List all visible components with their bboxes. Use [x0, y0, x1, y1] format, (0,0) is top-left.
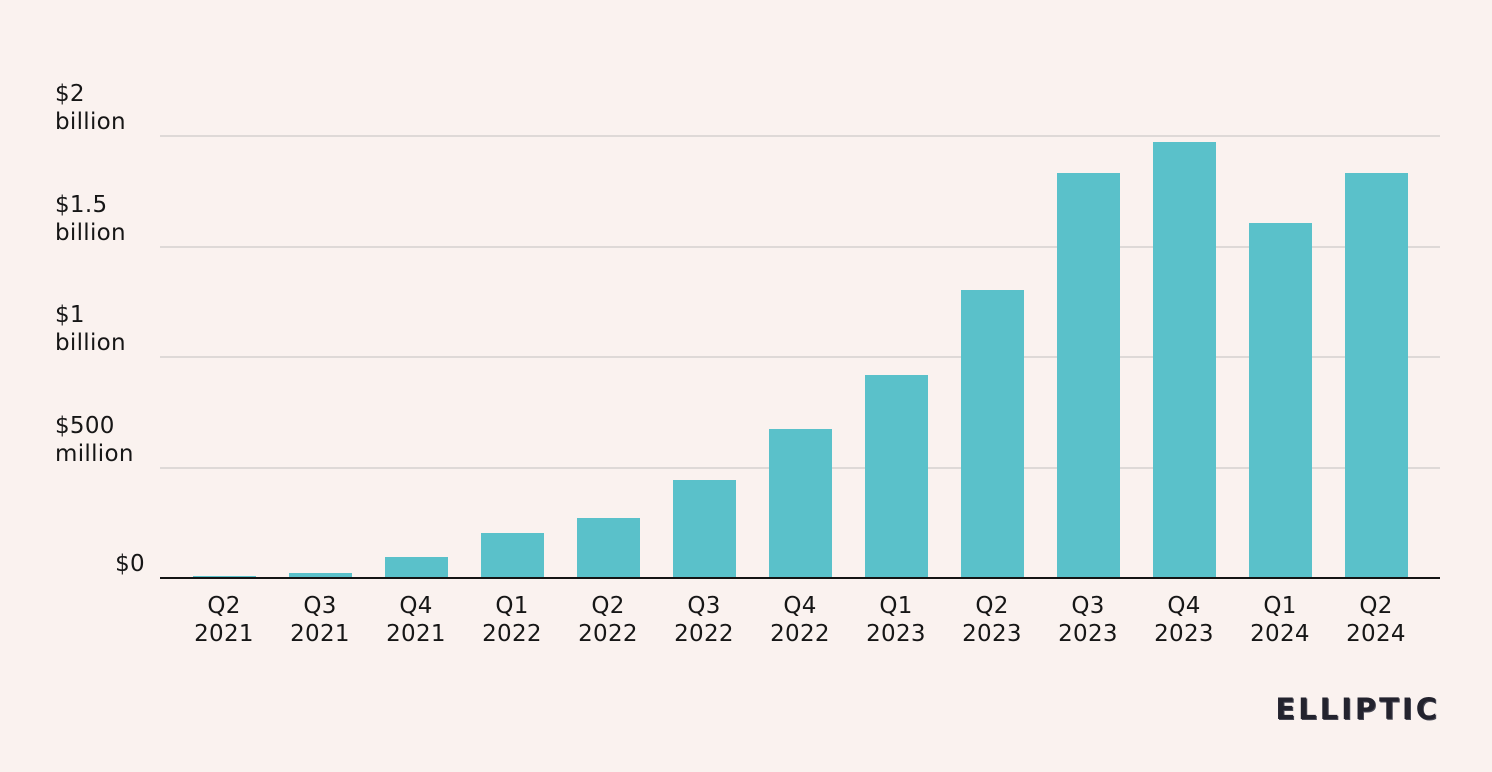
bar-q2-2024: [1344, 172, 1408, 577]
plot-area: [160, 135, 1440, 579]
x-axis-label: Q4 2022: [770, 593, 830, 647]
y-axis-label: $1.5 billion: [55, 191, 126, 246]
y-axis-label: $500 million: [55, 412, 134, 467]
y-axis-label: $1 billion: [55, 302, 126, 356]
x-axis-label: Q2 2023: [962, 593, 1022, 647]
gridline: [160, 135, 1440, 137]
bar-q2-2021: [192, 575, 256, 577]
bar-q1-2023: [864, 374, 928, 577]
bar-q1-2022: [480, 532, 544, 577]
x-axis-label: Q2 2022: [578, 593, 638, 647]
y-axis-label: $2 billion: [55, 81, 126, 135]
y-axis-label: $0: [115, 551, 145, 577]
gridline: [160, 245, 1440, 248]
x-axis-label: Q1 2024: [1250, 593, 1310, 647]
bar-q4-2022: [768, 428, 832, 577]
bar-q3-2022: [672, 479, 736, 577]
bar-q3-2021: [288, 572, 352, 577]
x-axis-label: Q4 2023: [1154, 593, 1214, 647]
bar-q1-2024: [1248, 223, 1312, 577]
x-axis-label: Q2 2021: [194, 593, 254, 647]
x-axis-line: [160, 577, 1440, 579]
x-axis-label: Q1 2022: [482, 593, 542, 647]
x-axis-label: Q3 2022: [674, 593, 734, 647]
bar-q4-2021: [384, 557, 448, 577]
bar-q2-2023: [960, 289, 1024, 577]
x-axis-label: Q3 2021: [290, 593, 350, 647]
x-axis-label: Q2 2024: [1346, 593, 1406, 647]
x-axis-label: Q3 2023: [1058, 593, 1118, 647]
bar-q2-2022: [576, 518, 640, 577]
bar-q4-2023: [1152, 141, 1216, 577]
x-axis-label: Q1 2023: [866, 593, 926, 647]
bar-q3-2023: [1056, 172, 1120, 577]
gridline: [160, 356, 1440, 358]
x-axis-label: Q4 2021: [386, 593, 446, 647]
elliptic-logo: ELLIPTIC: [1275, 692, 1440, 726]
